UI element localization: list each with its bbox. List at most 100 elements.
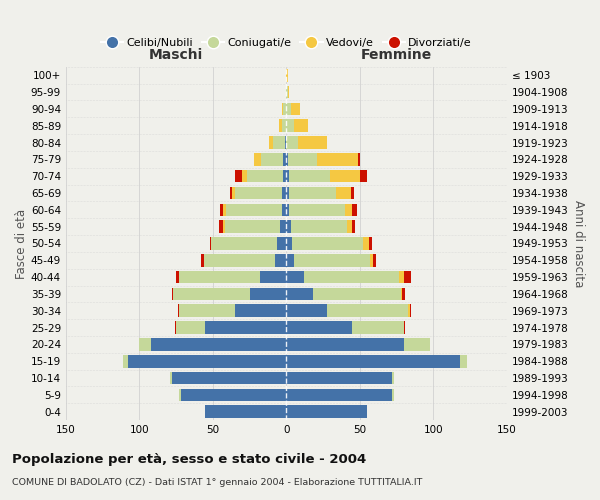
Bar	[247, 170, 283, 182]
Bar	[286, 254, 293, 266]
Bar	[352, 322, 404, 334]
Bar	[293, 254, 370, 266]
Bar	[286, 406, 367, 418]
Bar	[392, 372, 394, 384]
Bar	[277, 237, 286, 250]
Bar	[219, 220, 223, 233]
Bar	[292, 237, 363, 250]
Bar	[286, 136, 298, 149]
Bar	[352, 204, 357, 216]
Bar	[282, 204, 286, 216]
Bar	[181, 388, 286, 401]
Bar	[176, 322, 205, 334]
Bar	[331, 170, 360, 182]
Bar	[223, 204, 226, 216]
Bar	[273, 136, 285, 149]
Bar	[211, 237, 277, 250]
Bar	[269, 136, 273, 149]
Bar	[404, 322, 406, 334]
Bar	[288, 153, 317, 166]
Bar	[289, 170, 331, 182]
Bar	[363, 237, 368, 250]
Bar	[178, 304, 179, 317]
Bar	[226, 204, 282, 216]
Bar	[400, 271, 404, 283]
Bar	[347, 220, 352, 233]
Bar	[286, 355, 460, 368]
Bar	[262, 153, 283, 166]
Bar	[403, 288, 406, 300]
Bar	[286, 69, 288, 82]
Bar	[286, 186, 289, 200]
Bar	[224, 220, 280, 233]
Bar	[286, 271, 304, 283]
Bar	[235, 186, 282, 200]
Bar	[313, 288, 401, 300]
Bar	[223, 220, 224, 233]
Bar	[282, 120, 286, 132]
Bar	[210, 237, 211, 250]
Bar	[286, 288, 313, 300]
Bar	[351, 186, 354, 200]
Bar	[291, 102, 299, 115]
Bar	[250, 288, 286, 300]
Bar	[260, 271, 286, 283]
Bar	[291, 220, 347, 233]
Bar	[176, 271, 179, 283]
Bar	[286, 102, 291, 115]
Bar	[336, 186, 351, 200]
Bar	[172, 288, 173, 300]
Bar	[304, 271, 400, 283]
Bar	[220, 204, 223, 216]
Bar	[286, 86, 288, 98]
Bar	[254, 153, 262, 166]
Bar	[232, 186, 235, 200]
Bar	[404, 338, 430, 350]
Text: COMUNE DI BADOLATO (CZ) - Dati ISTAT 1° gennaio 2004 - Elaborazione TUTTITALIA.I: COMUNE DI BADOLATO (CZ) - Dati ISTAT 1° …	[12, 478, 422, 487]
Bar	[317, 153, 358, 166]
Bar	[283, 153, 286, 166]
Y-axis label: Anni di nascita: Anni di nascita	[572, 200, 585, 287]
Bar	[179, 271, 260, 283]
Bar	[286, 204, 289, 216]
Bar	[283, 170, 286, 182]
Bar	[179, 304, 235, 317]
Bar	[230, 186, 232, 200]
Bar	[298, 136, 328, 149]
Bar	[280, 220, 286, 233]
Bar	[286, 304, 328, 317]
Bar	[179, 388, 181, 401]
Bar	[286, 372, 392, 384]
Y-axis label: Fasce di età: Fasce di età	[15, 208, 28, 278]
Bar	[286, 322, 352, 334]
Bar	[360, 170, 367, 182]
Bar	[401, 288, 403, 300]
Bar	[286, 237, 292, 250]
Bar	[282, 102, 283, 115]
Bar	[352, 220, 355, 233]
Bar	[139, 338, 151, 350]
Bar	[410, 304, 411, 317]
Bar	[408, 304, 410, 317]
Bar	[242, 170, 247, 182]
Bar	[288, 86, 289, 98]
Bar	[286, 220, 291, 233]
Text: Popolazione per età, sesso e stato civile - 2004: Popolazione per età, sesso e stato civil…	[12, 452, 366, 466]
Bar	[293, 120, 308, 132]
Bar	[235, 170, 242, 182]
Bar	[201, 254, 204, 266]
Bar	[404, 271, 411, 283]
Bar	[370, 254, 373, 266]
Bar	[123, 355, 128, 368]
Bar	[172, 372, 286, 384]
Bar	[289, 204, 345, 216]
Bar	[128, 355, 286, 368]
Bar	[289, 186, 336, 200]
Text: Femmine: Femmine	[361, 48, 432, 62]
Bar	[175, 322, 176, 334]
Bar	[204, 254, 275, 266]
Bar	[286, 388, 392, 401]
Bar	[282, 186, 286, 200]
Bar	[286, 170, 289, 182]
Bar	[368, 237, 371, 250]
